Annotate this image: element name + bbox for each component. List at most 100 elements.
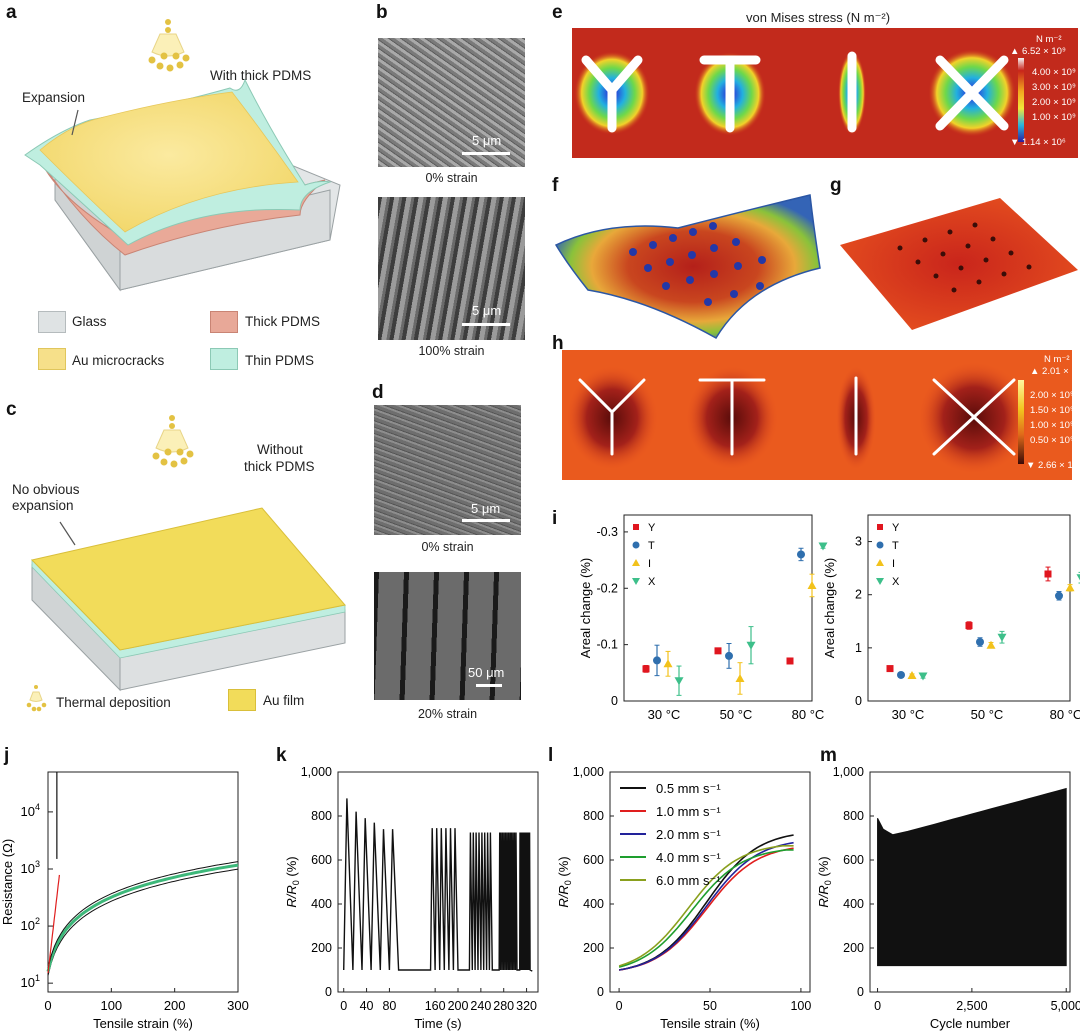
y-tick-label: 3: [855, 535, 862, 549]
data-point-X: [1076, 574, 1080, 581]
panel-letter-e: e: [552, 2, 563, 23]
x-tick-label: 30 °C: [648, 707, 681, 722]
colorbar-e-tick: 3.00 × 10⁹: [1032, 82, 1076, 93]
y-tick-label: 200: [311, 941, 332, 955]
caption-d-top: 0% strain: [421, 540, 474, 554]
response-curve: [343, 798, 533, 972]
data-point-T: [897, 670, 905, 679]
flat-mesh-g: [840, 198, 1078, 330]
legend-label: 4.0 mm s⁻¹: [656, 850, 721, 865]
colorbar-h-tick: ▼ 2.66 × 10⁵: [1026, 460, 1080, 471]
deposition-source-icon-c: [152, 415, 194, 468]
colorbar-h-tick: 2.00 × 10⁹: [1030, 390, 1074, 401]
sem-image-b-top: 5 μm: [378, 38, 525, 167]
legend-label: X: [892, 576, 900, 588]
plot-frame: [867, 514, 1071, 702]
panel-letter-a: a: [6, 2, 17, 23]
y-tick-label: 103: [21, 859, 40, 876]
deposition-source-icon: [148, 19, 190, 72]
panel-letter-g: g: [830, 175, 842, 196]
scale-bar: [476, 684, 502, 687]
sem-image-d-top: 5 μm: [374, 405, 521, 535]
caption-b-top: 0% strain: [425, 171, 478, 185]
y-axis-label: R/R0 (%): [556, 856, 573, 907]
chart-l: 0 200 400 600 800 1,000 0 50 100 Tensile strain (…: [556, 765, 811, 1031]
x-tick-label: 50 °C: [971, 707, 1004, 722]
swatch-au-microcracks: [38, 348, 66, 370]
y-tick-label: 1,000: [301, 765, 332, 779]
x-tick-label: 280: [493, 999, 514, 1013]
data-point-X: [746, 641, 756, 650]
y-tick-label: 600: [843, 853, 864, 867]
legend-thick-pdms: Thick PDMS: [245, 314, 321, 329]
x-tick-label: 100: [790, 999, 811, 1013]
x-tick-label: 100: [100, 998, 122, 1013]
y-tick-label: 0: [611, 694, 618, 708]
legend-glass: Glass: [72, 314, 107, 329]
y-tick-label: 200: [583, 941, 604, 955]
caption-b-bottom: 100% strain: [418, 344, 485, 358]
y-tick-label: 0: [597, 985, 604, 999]
x-tick-label: 0: [874, 999, 881, 1013]
panel-letter-c: c: [6, 399, 17, 420]
x-tick-label: 2,500: [956, 999, 987, 1013]
shape-t: [699, 55, 761, 133]
y-axis-label: R/R0 (%): [284, 856, 301, 907]
label-with-thick-pdms: With thick PDMS: [210, 68, 312, 83]
y-axis-label: R/R0 (%): [816, 856, 833, 907]
panel-letter-l: l: [548, 745, 554, 766]
colorbar-e-tick: 1.00 × 10⁹: [1032, 112, 1076, 123]
panel-letter-j: j: [4, 745, 10, 766]
x-tick-label: 50: [703, 999, 717, 1013]
x-tick-label: 240: [470, 999, 491, 1013]
sem-image-d-bottom: 50 μm: [374, 572, 521, 700]
colorbar-e-tick: ▼ 1.14 × 10⁶: [1010, 137, 1066, 148]
data-point-X: [918, 672, 928, 681]
data-point-I: [907, 670, 917, 679]
data-point-Y: [786, 657, 794, 665]
x-tick-label: 0: [616, 999, 623, 1013]
colorbar-e-unit: N m⁻²: [1036, 34, 1062, 45]
legend-marker: [876, 559, 884, 566]
legend-label: T: [892, 540, 899, 552]
legend-marker: [632, 578, 640, 585]
expansion-pointer: [71, 109, 79, 136]
shape-x: [935, 55, 1009, 131]
legend-thermal-deposition: Thermal deposition: [56, 695, 171, 710]
scale-bar: [462, 152, 510, 155]
x-axis-label: Tensile strain (%): [660, 1016, 760, 1031]
data-point-X: [818, 542, 828, 551]
chart-m: 0 200 400 600 800 1,000 0 2,500 5,000 Cycle numbe…: [816, 765, 1080, 1031]
scale-text: 50 μm: [468, 665, 505, 680]
panel-c-schematic: [31, 415, 346, 692]
x-tick-label: 0: [340, 999, 347, 1013]
data-point-T: [725, 651, 733, 660]
data-point-I: [1065, 583, 1075, 592]
colorbar-e: [1018, 58, 1024, 142]
colorbar-h-unit: N m⁻²: [1044, 354, 1070, 365]
y-tick-label: 600: [311, 853, 332, 867]
y-tick-label: 0: [857, 985, 864, 999]
scale-bar: [462, 323, 510, 326]
deformed-mesh-f: [554, 194, 821, 340]
legend-marker: [876, 541, 884, 549]
y-tick-label: 600: [583, 853, 604, 867]
data-point-X: [997, 633, 1007, 642]
panel-letter-d: d: [372, 382, 384, 403]
colorbar-e-tick: ▲ 6.52 × 10⁹: [1010, 46, 1066, 57]
panel-e-title: von Mises stress (N m⁻²): [746, 10, 891, 25]
legend-thin-pdms: Thin PDMS: [245, 353, 315, 368]
y-tick-label: -0.1: [596, 638, 618, 652]
x-tick-label: 200: [448, 999, 469, 1013]
x-tick-label: 30 °C: [892, 707, 925, 722]
data-point-Y: [642, 665, 650, 673]
legend-label: I: [892, 558, 895, 570]
y-tick-label: 800: [311, 809, 332, 823]
y-axis-label: Resistance (Ω): [0, 839, 15, 925]
swatch-glass: [38, 311, 66, 333]
y-tick-label: 0: [855, 694, 862, 708]
panel-letter-b: b: [376, 2, 388, 23]
legend-label: 2.0 mm s⁻¹: [656, 827, 721, 842]
legend-label: 6.0 mm s⁻¹: [656, 873, 721, 888]
